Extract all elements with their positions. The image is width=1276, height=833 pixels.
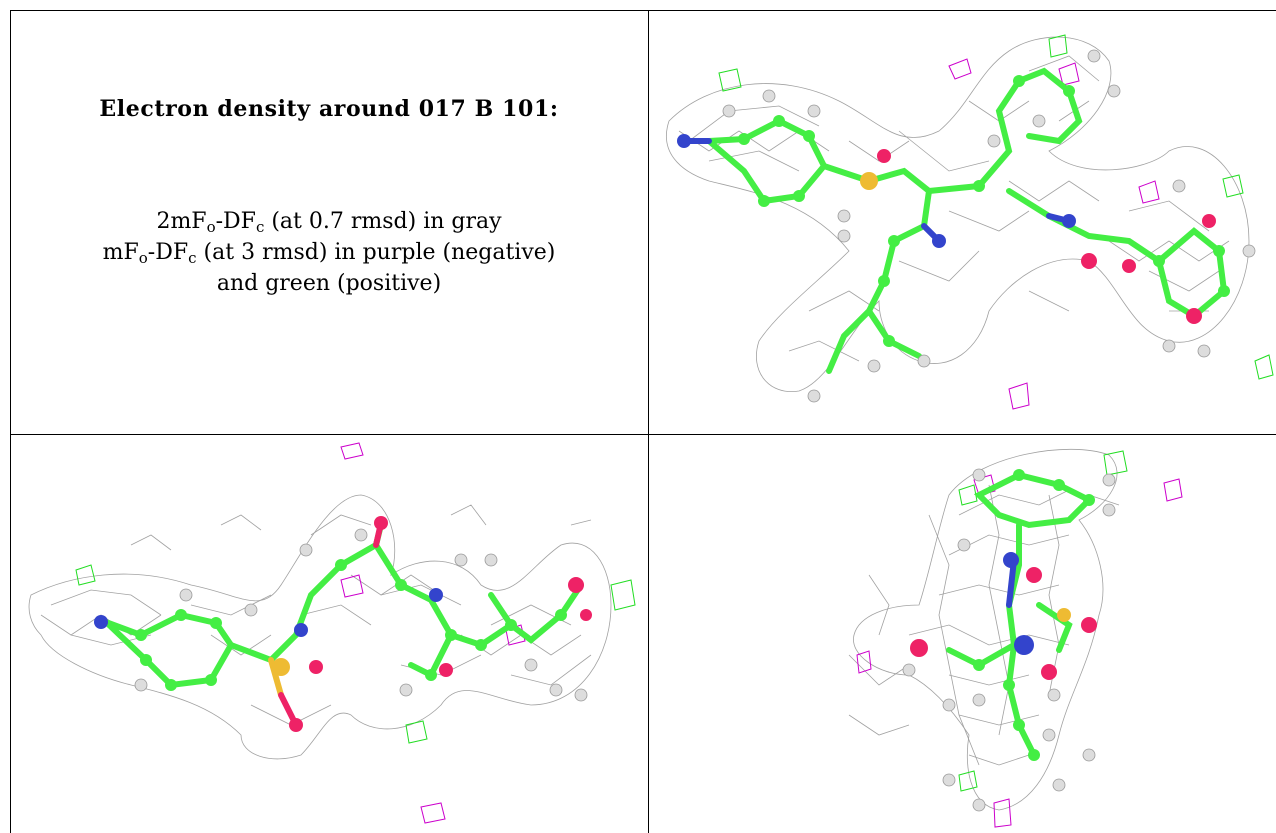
molecule-density-view-2 — [28, 442, 636, 824]
middle-divider — [10, 434, 1276, 435]
top-border — [10, 10, 1276, 11]
center-divider — [648, 10, 649, 833]
map-legend: 2mFo-DFc (at 0.7 rmsd) in gray mFo-DFc (… — [10, 206, 648, 299]
left-border — [10, 10, 11, 833]
difference-density-mesh — [856, 450, 1183, 828]
difference-density-mesh — [718, 34, 1274, 410]
figure-title: Electron density around 017 B 101: — [99, 96, 559, 122]
legend-line-fofc: mFo-DFc (at 3 rmsd) in purple (negative) — [102, 240, 556, 267]
difference-density-mesh — [75, 442, 636, 824]
density-panel-top-right — [649, 11, 1276, 434]
molecule-density-view-3 — [848, 448, 1183, 828]
figure-frame: Electron density around 017 B 101: 2mFo-… — [10, 10, 1276, 833]
ball-and-stick-model — [686, 67, 1228, 374]
gray-density-mesh — [666, 36, 1250, 393]
gray-density-mesh — [848, 448, 1120, 811]
density-panel-bottom-left — [11, 435, 648, 833]
legend-line-2fofc: 2mFo-DFc (at 0.7 rmsd) in gray — [156, 209, 502, 236]
caption-cell: Electron density around 017 B 101: 2mFo-… — [10, 10, 648, 434]
atoms — [94, 516, 592, 732]
molecule-density-view-1 — [666, 34, 1274, 410]
atoms — [902, 468, 1116, 812]
legend-line-positive: and green (positive) — [216, 271, 442, 296]
density-panel-bottom-right — [649, 435, 1276, 833]
atoms — [677, 49, 1256, 403]
